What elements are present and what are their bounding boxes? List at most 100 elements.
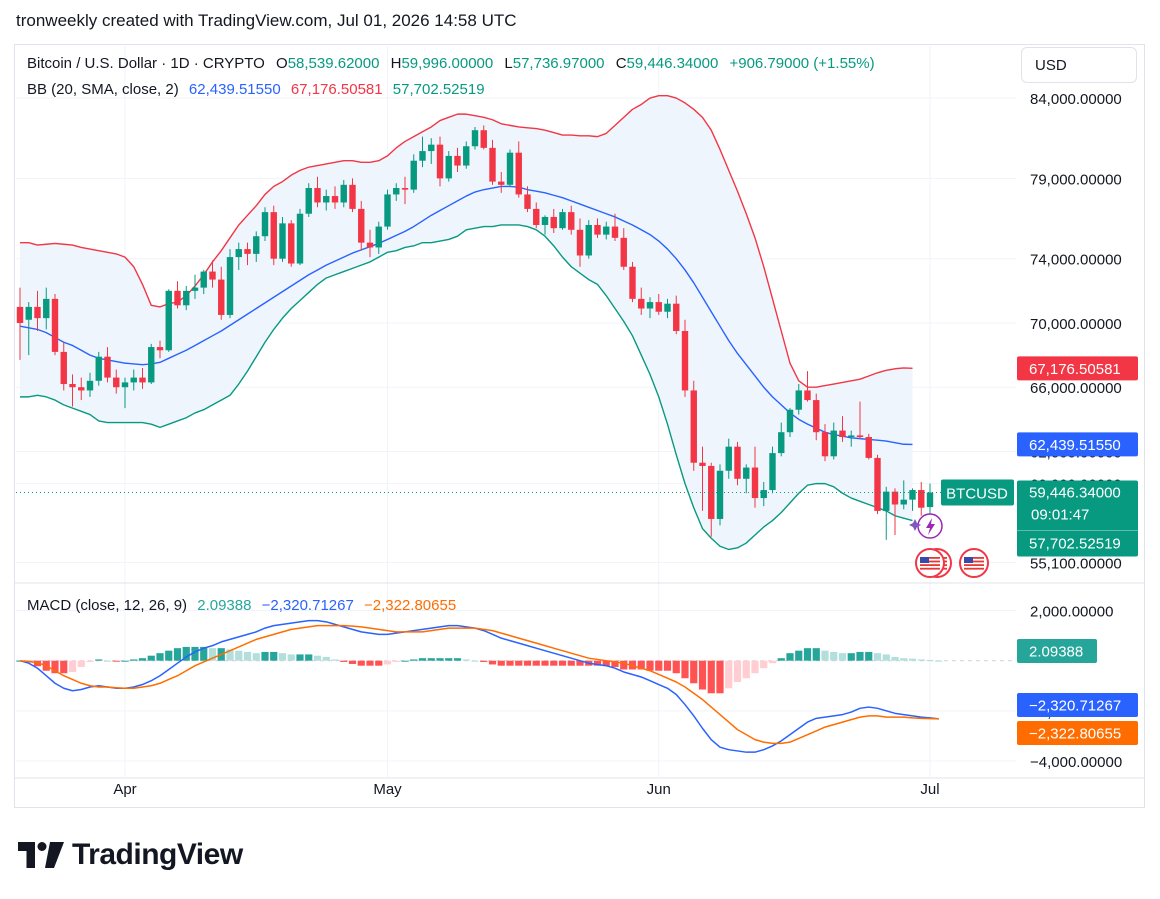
macd-histogram-bar (121, 660, 129, 662)
candle-body (760, 490, 767, 499)
macd-histogram-bar (287, 654, 295, 661)
macd-histogram-bar (322, 656, 330, 661)
macd-histogram-bar (567, 660, 575, 666)
sparkle-icon (909, 519, 921, 531)
macd-histogram-bar (760, 660, 768, 669)
plot-area (16, 94, 1016, 753)
candle-body (900, 499, 907, 505)
symbol-description[interactable]: Bitcoin / U.S. Dollar · 1D · CRYPTO (27, 55, 265, 72)
macd-histogram-bar (436, 658, 444, 661)
us-flag-event-icon (959, 548, 989, 578)
candle-body (16, 306, 24, 323)
candle-body (261, 212, 269, 237)
candle-body (436, 144, 444, 179)
macd-histogram-bar (182, 646, 190, 661)
macd-histogram-bar (681, 660, 689, 679)
tradingview-wordmark: TradingView (72, 838, 243, 871)
candle-body (51, 298, 59, 352)
macd-histogram-bar (523, 660, 532, 666)
macd-histogram-bar (917, 659, 925, 661)
candle-body (506, 152, 514, 185)
macd-histogram-bar (51, 660, 59, 674)
candle-body (638, 298, 645, 309)
macd-histogram-bar (812, 648, 820, 661)
bb-lower-line (20, 224, 913, 551)
macd-histogram-bar (698, 660, 707, 690)
candle-body (305, 188, 312, 214)
macd-histogram-bar (200, 646, 208, 661)
macd-hist-value: 2.09388 (197, 597, 252, 614)
candle-body (839, 430, 846, 438)
candle-body (786, 409, 794, 433)
candle-body (515, 152, 522, 195)
macd-histogram-bar (418, 658, 427, 661)
close-label: C (615, 55, 627, 72)
macd-indicator-label[interactable]: MACD (close, 12, 26, 9) (27, 597, 188, 614)
candle-body (804, 390, 811, 401)
candle-body (629, 266, 636, 299)
macd-histogram-bar (506, 660, 514, 666)
macd-axis-label: −4,000.00000 (1030, 754, 1122, 771)
candle-body (86, 380, 94, 391)
close-price-tag-box (1017, 480, 1138, 557)
macd-histogram-bar (847, 653, 855, 661)
candle-body (646, 302, 654, 309)
macd-histogram-bar (768, 660, 777, 664)
low-value: 57,736.97000 (512, 55, 605, 72)
tradingview-logo: TradingView (18, 838, 243, 872)
candle-body (191, 287, 199, 291)
macd-histogram-bar (313, 655, 322, 661)
candle-body (323, 196, 330, 203)
macd-histogram-bar (68, 660, 77, 672)
macd-histogram-bar (777, 658, 785, 661)
symbol-tag-box (941, 479, 1014, 506)
macd-histogram-bar (515, 660, 523, 666)
ohlc-legend: Bitcoin / U.S. Dollar · 1D · CRYPTO O58,… (27, 55, 875, 72)
candle-body (60, 351, 67, 385)
macd-histogram-bar (165, 650, 173, 661)
macd-histogram-bar (550, 660, 558, 666)
currency-selector[interactable]: USD (1021, 47, 1137, 83)
lightning-event-icon (917, 513, 943, 539)
macd-histogram-bar (497, 660, 505, 666)
macd-histogram-bar (410, 659, 418, 661)
candle-body (813, 400, 820, 433)
candle-body (331, 196, 339, 203)
candle-body (550, 216, 557, 229)
candle-body (865, 437, 872, 458)
candle-body (113, 377, 120, 388)
candle-body (445, 155, 452, 179)
bb-basis-price-tag-box (1017, 432, 1138, 457)
candle-body (524, 194, 531, 209)
price-axis-label: 79,000.00000 (1030, 171, 1122, 188)
macd-line-value: −2,320.71267 (261, 597, 354, 614)
change-value: +906.79000 (+1.55%) (729, 55, 875, 72)
candle-body (121, 382, 129, 388)
macd-histogram-bar (602, 660, 610, 666)
candle-body (296, 213, 304, 264)
macd-histogram-bar (663, 660, 672, 671)
candle-body (253, 236, 260, 254)
macd-histogram-bar (558, 660, 567, 666)
candle-body (716, 470, 724, 519)
macd-histogram-bar (908, 658, 917, 661)
macd-legend: MACD (close, 12, 26, 9) 2.09388 −2,320.7… (27, 597, 456, 614)
macd-histogram-bar (375, 660, 383, 666)
bb-lower-value: 57,702.52519 (392, 81, 485, 98)
candle-body (751, 467, 759, 499)
time-axis-label: Jul (920, 781, 939, 798)
bb-indicator-label[interactable]: BB (20, SMA, close, 2) (27, 81, 179, 98)
chart-frame[interactable] (14, 44, 1145, 808)
candle-body (25, 306, 32, 320)
macd-histogram-bar (637, 660, 645, 670)
macd-histogram-bar (900, 658, 908, 661)
macd-histogram-bar (147, 655, 155, 661)
macd-axis-label: 2,000.00000 (1030, 604, 1113, 621)
candle-body (874, 457, 881, 511)
candle-body (918, 490, 925, 508)
macd-histogram-bar (392, 660, 400, 662)
candle-body (279, 223, 286, 259)
macd-histogram-bar (488, 660, 497, 665)
candle-body (165, 290, 172, 351)
